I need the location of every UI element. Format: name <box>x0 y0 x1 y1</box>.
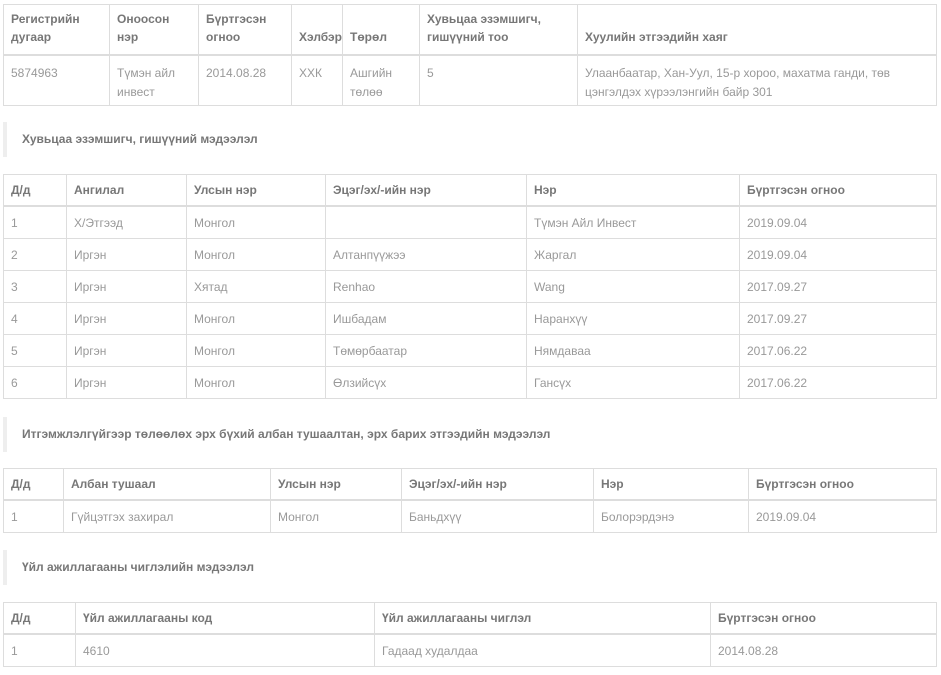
table-cell: 1 <box>3 633 76 667</box>
shareholders-table: Д/д Ангилал Улсын нэр Эцэг/эх/-ийн нэр Нэр Бү… <box>3 174 937 399</box>
table-cell: Төмөрбаатар <box>325 334 527 367</box>
column-header: Д/д <box>3 174 67 207</box>
table-cell: Х/Этгээд <box>66 205 187 239</box>
column-header: Улсын нэр <box>186 174 326 207</box>
column-header: Хэлбэр <box>291 4 343 56</box>
table-cell: Болорэрдэнэ <box>593 499 749 533</box>
table-cell: Улаанбаатар, Хан-Уул, 15-р хороо, махатм… <box>577 54 937 106</box>
table-row: 1 Гүйцэтгэх захирал Монгол Баньдхүү Болорэрд… <box>3 499 937 533</box>
column-header: Эцэг/эх/-ийн нэр <box>401 468 594 501</box>
column-header: Бүртгэсэн огноо <box>710 602 937 635</box>
column-header: Улсын нэр <box>270 468 402 501</box>
table-cell: Монгол <box>186 366 326 399</box>
column-header: Нэр <box>526 174 740 207</box>
table-cell: 2019.09.04 <box>748 499 937 533</box>
table-cell: Монгол <box>186 302 326 335</box>
table-cell: Wang <box>526 270 740 303</box>
table-cell: Түмэн Айл Инвест <box>526 205 740 239</box>
table-cell: Ашгийн төлөө <box>342 54 420 106</box>
table-cell: Гүйцэтгэх захирал <box>63 499 271 533</box>
column-header: Д/д <box>3 468 64 501</box>
table-cell: 2017.09.27 <box>739 302 937 335</box>
column-header: Оноосон нэр <box>109 4 199 56</box>
table-cell: 2019.09.04 <box>739 205 937 239</box>
column-header: Төрөл <box>342 4 420 56</box>
table-cell: Монгол <box>186 238 326 271</box>
table-cell: Гадаад худалдаа <box>374 633 711 667</box>
table-cell: 3 <box>3 270 67 303</box>
table-row: 5874963 Түмэн айл инвест 2014.08.28 ХХК Ашги… <box>3 54 937 106</box>
table-cell: 5 <box>3 334 67 367</box>
column-header: Регистрийн дугаар <box>3 4 110 56</box>
table-header-row: Д/д Албан тушаал Улсын нэр Эцэг/эх/-ийн нэр… <box>3 468 937 501</box>
section-title-shareholders: Хувьцаа эзэмшигч, гишүүний мэдээлэл <box>3 122 258 157</box>
section-title-officials: Итгэмжлэлгүйгээр төлөөлөх эрх бүхий алба… <box>3 417 550 452</box>
table-row: 3 Иргэн Хятад Renhao Wang 2017.09.27 <box>3 270 937 303</box>
column-header: Албан тушаал <box>63 468 271 501</box>
column-header: Хувьцаа эзэмшигч, гишүүний тоо <box>419 4 578 56</box>
table-cell: Renhao <box>325 270 527 303</box>
table-cell: 2014.08.28 <box>710 633 937 667</box>
table-cell: Монгол <box>270 499 402 533</box>
table-cell: Монгол <box>186 205 326 239</box>
table-cell: Баньдхүү <box>401 499 594 533</box>
table-cell: 1 <box>3 205 67 239</box>
table-row: 1 4610 Гадаад худалдаа 2014.08.28 <box>3 633 937 667</box>
table-cell: 5 <box>419 54 578 106</box>
table-cell: 2017.06.22 <box>739 366 937 399</box>
table-row: 1 Х/Этгээд Монгол Түмэн Айл Инвест 2019.09.0… <box>3 205 937 239</box>
column-header: Бүртгэсэн огноо <box>198 4 292 56</box>
table-cell: Гансүх <box>526 366 740 399</box>
table-cell: 4610 <box>75 633 375 667</box>
table-header-row: Регистрийн дугаар Оноосон нэр Бүртгэсэн ог… <box>3 4 937 56</box>
column-header: Үйл ажиллагааны чиглэл <box>374 602 711 635</box>
table-cell: Иргэн <box>66 302 187 335</box>
table-cell: 6 <box>3 366 67 399</box>
table-cell: Иргэн <box>66 238 187 271</box>
column-header: Ангилал <box>66 174 187 207</box>
table-cell: Хятад <box>186 270 326 303</box>
company-table: Регистрийн дугаар Оноосон нэр Бүртгэсэн ог… <box>3 4 937 106</box>
table-cell: 2017.09.27 <box>739 270 937 303</box>
table-cell: Алтанпүүжээ <box>325 238 527 271</box>
table-cell: 1 <box>3 499 64 533</box>
activities-table: Д/д Үйл ажиллагааны код Үйл ажиллагааны чи… <box>3 602 937 667</box>
table-cell: 2019.09.04 <box>739 238 937 271</box>
column-header: Хуулийн этгээдийн хаяг <box>577 4 937 56</box>
table-cell: Өлзийсүх <box>325 366 527 399</box>
table-cell: Жаргал <box>526 238 740 271</box>
officials-table: Д/д Албан тушаал Улсын нэр Эцэг/эх/-ийн нэр… <box>3 468 937 533</box>
table-cell: 2017.06.22 <box>739 334 937 367</box>
column-header: Нэр <box>593 468 749 501</box>
column-header: Бүртгэсэн огноо <box>739 174 937 207</box>
table-row: 2 Иргэн Монгол Алтанпүүжээ Жаргал 2019.09.04 <box>3 238 937 271</box>
table-cell: Түмэн айл инвест <box>109 54 199 106</box>
column-header: Д/д <box>3 602 76 635</box>
column-header: Эцэг/эх/-ийн нэр <box>325 174 527 207</box>
table-cell: 5874963 <box>3 54 110 106</box>
table-cell: Ишбадам <box>325 302 527 335</box>
table-header-row: Д/д Үйл ажиллагааны код Үйл ажиллагааны чи… <box>3 602 937 635</box>
table-row: 4 Иргэн Монгол Ишбадам Наранхүү 2017.09.27 <box>3 302 937 335</box>
table-cell: Иргэн <box>66 270 187 303</box>
table-row: 5 Иргэн Монгол Төмөрбаатар Нямдаваа 2017.06.2… <box>3 334 937 367</box>
table-row: 6 Иргэн Монгол Өлзийсүх Гансүх 2017.06.22 <box>3 366 937 399</box>
table-cell: Наранхүү <box>526 302 740 335</box>
table-cell: ХХК <box>291 54 343 106</box>
table-cell <box>325 205 527 239</box>
column-header: Үйл ажиллагааны код <box>75 602 375 635</box>
section-title-activities: Үйл ажиллагааны чиглэлийн мэдээлэл <box>3 550 254 585</box>
table-cell: Нямдаваа <box>526 334 740 367</box>
table-cell: Монгол <box>186 334 326 367</box>
table-header-row: Д/д Ангилал Улсын нэр Эцэг/эх/-ийн нэр Нэр Бү… <box>3 174 937 207</box>
column-header: Бүртгэсэн огноо <box>748 468 937 501</box>
table-cell: Иргэн <box>66 334 187 367</box>
table-cell: 4 <box>3 302 67 335</box>
table-cell: 2 <box>3 238 67 271</box>
table-cell: 2014.08.28 <box>198 54 292 106</box>
table-cell: Иргэн <box>66 366 187 399</box>
